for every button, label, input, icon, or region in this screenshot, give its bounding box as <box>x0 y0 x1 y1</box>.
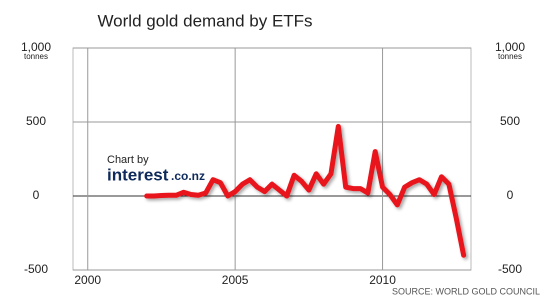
y2-tick-label: 1,000 <box>495 40 525 54</box>
chart-title: World gold demand by ETFs <box>97 11 312 30</box>
y-tick-label: 0 <box>33 188 40 202</box>
y-unit: tonnes <box>24 52 48 61</box>
credit-prefix: Chart by <box>107 154 149 166</box>
x-tick-label: 2000 <box>74 273 101 287</box>
data-line <box>144 123 467 258</box>
y-tick-label: 500 <box>26 114 46 128</box>
y2-tick-label: 500 <box>500 114 520 128</box>
y2-tick-label: -500 <box>498 262 522 276</box>
brand-domain: .co.nz <box>171 169 205 183</box>
y2-tick-label: 0 <box>507 188 514 202</box>
x-tick-label: 2010 <box>369 273 396 287</box>
y-tick-label: 1,000 <box>21 40 51 54</box>
plot-area <box>72 47 472 271</box>
y-tick-label: -500 <box>24 262 48 276</box>
y2-unit: tonnes <box>498 52 522 61</box>
brand-name: interest <box>107 165 169 184</box>
x-tick-label: 2005 <box>222 273 249 287</box>
source: SOURCE: WORLD GOLD COUNCIL <box>392 286 540 296</box>
